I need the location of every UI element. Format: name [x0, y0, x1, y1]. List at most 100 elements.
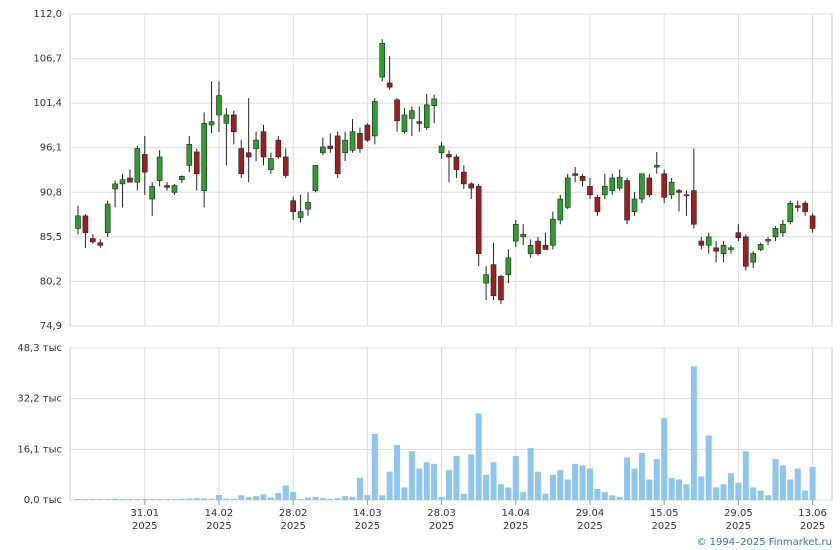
candle-body — [334, 135, 341, 175]
y-tick-label: 85,5 — [40, 232, 62, 243]
volume-bar — [253, 496, 260, 500]
x-tick-year: 2025 — [206, 521, 231, 532]
candle-body — [409, 110, 415, 119]
volume-bar — [631, 468, 638, 500]
y-tick-label: 80,2 — [40, 276, 62, 287]
candle-body — [468, 183, 475, 189]
candle-body — [134, 148, 141, 183]
volume-bar — [208, 498, 215, 500]
volume-bar — [505, 487, 512, 500]
candle-body — [653, 165, 660, 168]
candle-body — [342, 139, 348, 154]
volume-bar — [542, 493, 549, 500]
volume-bar — [82, 499, 89, 501]
candle-body — [602, 186, 608, 196]
candle-body — [349, 131, 356, 151]
volume-bar — [646, 479, 653, 500]
volume-bar — [668, 477, 675, 500]
candle-body — [290, 200, 296, 212]
x-tick-year: 2025 — [355, 521, 380, 532]
volume-bar — [653, 459, 660, 500]
candle-body — [312, 165, 319, 191]
candle-body — [683, 194, 690, 197]
volume-bar — [690, 366, 697, 500]
volume-bar — [809, 466, 816, 500]
volume-bar — [661, 418, 668, 500]
volume-bar — [787, 479, 794, 500]
volume-bar — [446, 470, 452, 500]
candle-body — [691, 190, 697, 225]
volume-bar — [698, 476, 705, 500]
candle-body — [772, 228, 779, 238]
y-tick-label: 90,8 — [40, 187, 62, 198]
candle-body — [713, 247, 719, 252]
candle-body — [149, 186, 155, 200]
volume-bar — [171, 499, 178, 501]
volume-bar — [750, 487, 757, 500]
volume-bar — [164, 499, 171, 501]
candle-body — [208, 121, 215, 126]
x-tick-label: 31.01 — [130, 508, 159, 519]
candle-body — [705, 236, 712, 246]
candle-body — [104, 203, 111, 233]
volume-bar — [134, 499, 141, 501]
volume-bar — [305, 497, 312, 500]
candle-body — [550, 218, 556, 246]
x-tick-label: 29.04 — [576, 508, 605, 519]
candle-body — [483, 274, 489, 284]
candle-body — [327, 145, 334, 149]
volume-bar — [238, 495, 245, 500]
x-tick-year: 2025 — [577, 521, 602, 532]
footer: © 1994–2025 Finmarket.ru — [696, 537, 832, 548]
candle-body — [179, 176, 185, 180]
volume-bar — [334, 498, 341, 500]
volume-bar — [609, 495, 616, 500]
candle-body — [216, 95, 222, 116]
candle-body — [609, 177, 616, 191]
y-tick-label: 106,7 — [33, 54, 62, 65]
candle-body — [750, 253, 757, 263]
candle-body — [646, 177, 653, 196]
candle-body — [379, 43, 386, 78]
x-tick-year: 2025 — [651, 521, 676, 532]
volume-bar — [453, 455, 460, 500]
price-frame — [69, 13, 833, 327]
volume-bar — [319, 498, 326, 500]
volume-bar — [401, 487, 408, 500]
candle-body — [661, 173, 667, 198]
volume-bar — [201, 498, 208, 500]
volume-bar — [490, 462, 497, 500]
candle-body — [75, 215, 81, 229]
volume-bar — [772, 459, 779, 500]
volume-bar — [193, 498, 200, 500]
candle-body — [446, 154, 452, 158]
volume-bar — [394, 444, 401, 500]
candle-body — [156, 156, 163, 181]
volume-bar — [267, 497, 274, 500]
candle-body — [557, 198, 564, 221]
candle-body — [394, 99, 400, 122]
y-tick-label: 16,1 тыс — [17, 444, 62, 455]
candle-body — [720, 244, 727, 254]
candle-body — [297, 211, 304, 218]
candle-body — [275, 139, 282, 158]
candle-body — [238, 148, 245, 175]
volume-bar — [549, 474, 556, 500]
volume-bar — [282, 485, 289, 500]
volume-bar — [356, 477, 363, 500]
candle-body — [371, 101, 378, 137]
y-tick-label: 101,4 — [33, 98, 62, 109]
candle-body — [587, 186, 593, 196]
volume-bar — [624, 457, 631, 500]
candle-body — [282, 156, 289, 176]
x-tick-year: 2025 — [429, 521, 454, 532]
volume-bar — [431, 463, 438, 500]
candle-body — [231, 114, 237, 133]
volume-bar — [676, 479, 683, 500]
volume-bar — [126, 499, 133, 501]
volume-bar — [275, 493, 282, 500]
x-tick-label: 14.03 — [353, 508, 382, 519]
volume-bar — [119, 499, 126, 501]
volume-bar — [141, 499, 148, 501]
candle-body — [594, 197, 601, 212]
